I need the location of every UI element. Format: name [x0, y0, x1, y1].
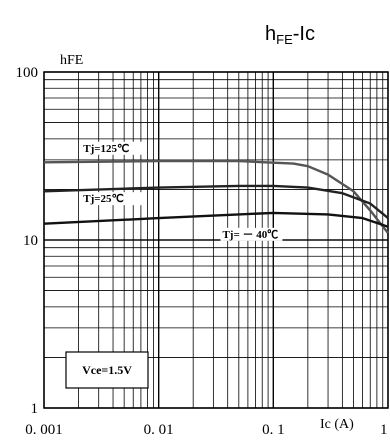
series-line — [43, 184, 389, 220]
series-label-bg — [81, 141, 144, 155]
series-line — [43, 211, 389, 228]
series-label: Tj= － 40℃ — [222, 228, 278, 241]
chart-title-subscript: FE — [276, 32, 293, 47]
y-tick-label: 1 — [31, 401, 39, 417]
axis-ticks: 0. 001 0. 01 0. 1 1 10 100 — [16, 65, 285, 438]
series-lines: Tj=125℃ Tj=25℃ Tj= － 40℃ — [43, 141, 389, 241]
y-axis-label: hFE — [60, 53, 83, 68]
x-tick-end-label: 1 — [380, 422, 388, 438]
y-tick-label: 100 — [16, 65, 39, 81]
y-tick-label: 10 — [23, 233, 38, 249]
series-label: Tj=25℃ — [83, 193, 124, 205]
series-label: Tj=125℃ — [83, 143, 129, 155]
series-label-bg — [81, 192, 144, 206]
series-label-bg — [220, 227, 283, 241]
condition-text: Vce=1.5V — [82, 363, 132, 377]
chart-title-tail: -Ic — [293, 23, 315, 45]
plot-frame — [43, 71, 389, 409]
chart-title: hFE-Ic — [265, 23, 315, 47]
x-tick-label: 0. 001 — [25, 422, 63, 438]
grid — [43, 71, 389, 409]
x-tick-label: 0. 1 — [262, 422, 285, 438]
x-axis-label: Ic (A) — [320, 417, 354, 432]
x-tick-label: 0. 01 — [144, 422, 174, 438]
series-line — [43, 159, 389, 234]
chart-title-main: h — [265, 23, 276, 45]
condition-box: Vce=1.5V — [65, 351, 149, 389]
